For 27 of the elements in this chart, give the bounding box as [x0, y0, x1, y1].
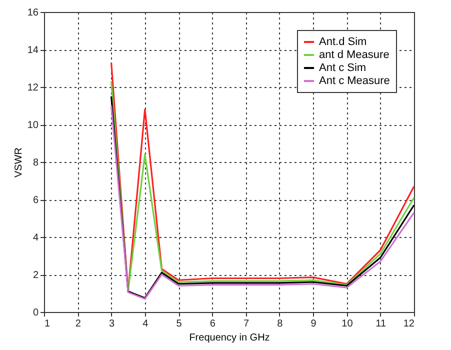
- x-tick-label: 10: [342, 318, 354, 330]
- x-tick-label: 3: [108, 318, 115, 330]
- x-tick-label: 8: [277, 318, 284, 330]
- x-tick-label: 5: [176, 318, 182, 330]
- x-tick-label: 7: [244, 318, 250, 330]
- y-tick-label: 4: [32, 232, 39, 244]
- legend-label: Ant.d Sim: [319, 36, 367, 48]
- x-tick-label: 11: [376, 318, 386, 330]
- y-axis-title: VSWR: [13, 148, 24, 178]
- x-tick-label: 9: [310, 318, 317, 330]
- x-axis-title: Frequency in GHz: [189, 332, 270, 344]
- x-tick-label: 2: [75, 318, 82, 330]
- legend-label: ant d Measure: [319, 49, 390, 61]
- x-tick-label: 1: [44, 318, 50, 330]
- y-tick-label: 6: [32, 195, 39, 206]
- y-tick-label: 10: [27, 120, 39, 131]
- y-tick-label: 8: [32, 158, 39, 168]
- y-tick-label: 2: [32, 270, 39, 281]
- legend-label: Ant c Sim: [319, 62, 366, 74]
- x-tick-label: 12: [403, 318, 415, 330]
- y-tick-label: 12: [27, 82, 39, 94]
- y-tick-label: 16: [27, 8, 39, 18]
- x-tick-label: 4: [142, 318, 149, 330]
- legend-label: Ant c Measure: [319, 75, 390, 87]
- y-tick-label: 0: [32, 308, 39, 318]
- x-tick-label: 6: [210, 318, 216, 330]
- y-tick-label: 14: [27, 45, 39, 56]
